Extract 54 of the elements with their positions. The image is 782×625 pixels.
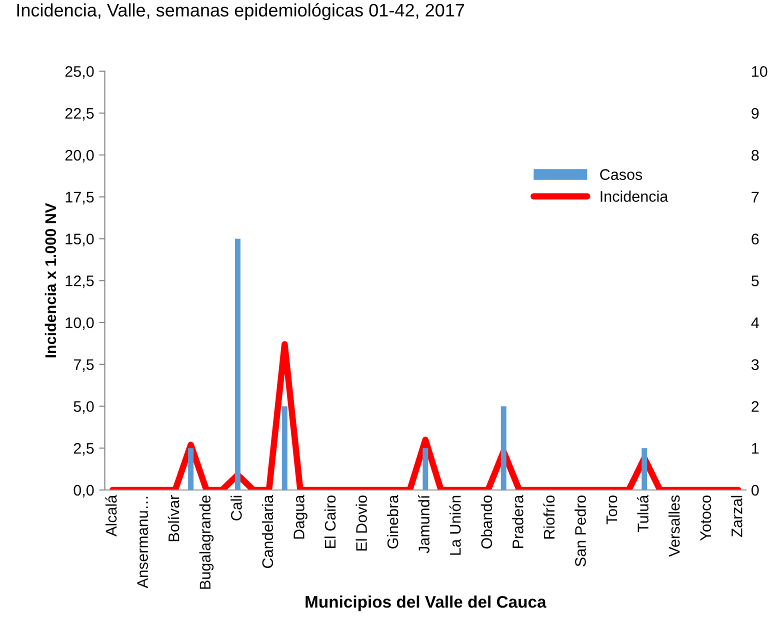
- y2-tick-label: 10: [752, 66, 768, 77]
- y-tick-label: 10,0: [66, 317, 94, 330]
- y-tick-label: 17,5: [66, 192, 94, 204]
- bar: [234, 238, 240, 490]
- x-tick-label: Versalles: [668, 495, 680, 557]
- y2-tick-label: 8: [752, 150, 759, 161]
- y2-tick-label: 2: [752, 401, 759, 412]
- legend-label: Incidencia: [600, 190, 668, 202]
- y-tick-label: 5,0: [74, 401, 94, 414]
- bar: [422, 448, 428, 490]
- x-tick-label: San Pedro: [574, 496, 586, 566]
- x-tick-label: Bugalagrande: [199, 496, 214, 589]
- x-tick-label: Candelaria: [262, 494, 274, 568]
- x-tick-label: Zarzal: [731, 496, 742, 537]
- x-tick-label: Riofrío: [543, 496, 555, 539]
- y2-tick-label: 9: [752, 108, 759, 119]
- x-tick-label: Tuluá: [637, 494, 648, 532]
- x-tick-label: Dagua: [294, 494, 308, 539]
- bar: [642, 448, 648, 490]
- y-tick-label: 7,5: [74, 359, 94, 372]
- y2-tick-label: 7: [752, 192, 759, 202]
- y2-tick-label: 5: [752, 276, 759, 286]
- x-tick-label: Alcalá: [105, 494, 117, 536]
- y2-tick-label: 1: [752, 443, 759, 454]
- y-axis-title: Incidencia x 1.000 NV: [44, 203, 56, 358]
- x-tick-label: Ansermanu…: [137, 496, 148, 588]
- x-tick-label: La Unión: [449, 496, 461, 555]
- y-tick-label: 20,0: [65, 150, 94, 162]
- x-tick-label: Pradera: [512, 494, 524, 548]
- y-tick-label: 12,5: [66, 275, 94, 288]
- x-tick-label: Bolívar: [168, 495, 180, 542]
- x-tick-label: Yotoco: [700, 496, 712, 541]
- x-tick-label: Cali: [230, 496, 242, 520]
- x-tick-label: Toro: [606, 496, 618, 524]
- y-tick-label: 2,5: [74, 442, 94, 456]
- x-axis-title: Municipios del Valle del Cauca: [306, 596, 546, 612]
- x-tick-label: Obando: [480, 495, 492, 548]
- x-tick-label: El Cairo: [324, 496, 336, 548]
- legend-label: Casos: [600, 169, 642, 180]
- bar: [282, 406, 288, 490]
- y-tick-label: 22,5: [65, 108, 94, 121]
- x-tick-label: Jamundí: [418, 494, 430, 554]
- y-tick-label: 15,0: [66, 234, 94, 246]
- y-tick-label: 0,0: [74, 484, 94, 498]
- y2-tick-label: 3: [751, 359, 759, 370]
- y-tick-label: 25,0: [65, 66, 94, 79]
- bar: [500, 406, 506, 490]
- y2-tick-label: 0: [751, 484, 759, 496]
- y2-tick-label: 4: [751, 318, 759, 328]
- x-tick-label: Ginebra: [387, 494, 398, 548]
- x-tick-label: El Dovio: [356, 496, 367, 550]
- bar: [188, 448, 194, 490]
- y2-tick-label: 6: [752, 234, 759, 244]
- chart-title: Incidencia, Valle, semanas epidemiológicas 01-42, 2017: [17, 3, 464, 20]
